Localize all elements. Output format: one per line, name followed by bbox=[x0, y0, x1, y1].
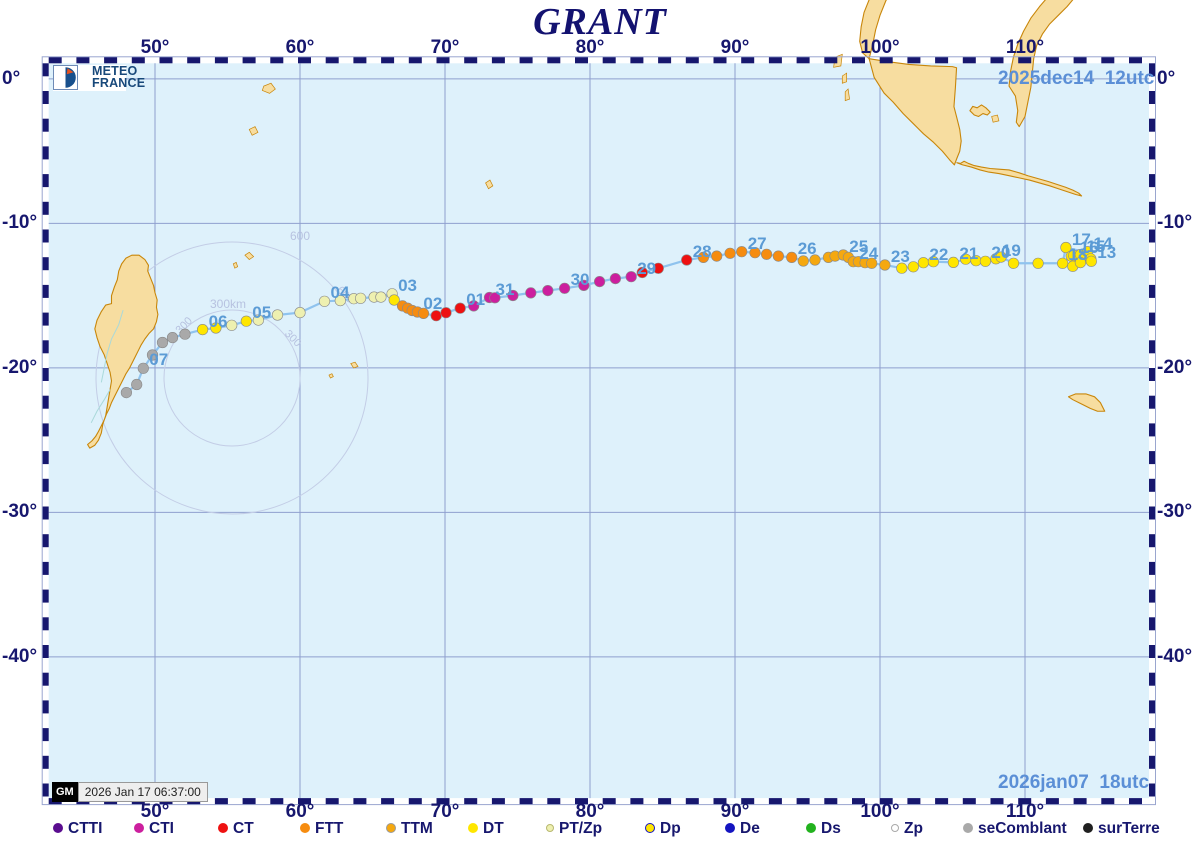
svg-text:600: 600 bbox=[290, 229, 310, 243]
svg-text:300km: 300km bbox=[210, 297, 246, 311]
